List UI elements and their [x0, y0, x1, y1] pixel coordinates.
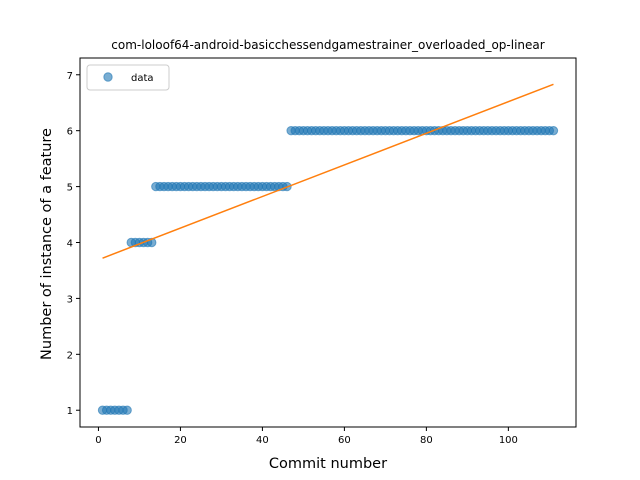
y-tick-label: 6 — [67, 127, 73, 138]
data-point — [122, 405, 132, 415]
x-tick-label: 60 — [338, 435, 351, 446]
x-tick-label: 0 — [95, 435, 101, 446]
y-tick-label: 2 — [67, 350, 73, 361]
chart-title: com-loloof64-android-basicchessendgamest… — [111, 38, 544, 52]
axes: 0 20 40 60 80 100 1 2 3 4 5 6 7 — [67, 57, 577, 446]
legend: data — [86, 64, 170, 91]
legend-label: data — [131, 73, 154, 84]
y-tick-label: 4 — [67, 239, 73, 250]
y-tick-label: 1 — [67, 406, 73, 417]
y-tick-label: 5 — [67, 183, 73, 194]
x-axis-label: Commit number — [269, 456, 387, 472]
y-tick-label: 7 — [67, 71, 73, 82]
y-axis-label: Number of instance of a feature — [39, 128, 55, 360]
fit-line — [102, 83, 554, 259]
x-tick-label: 80 — [420, 435, 433, 446]
y-tick-label: 3 — [67, 294, 73, 305]
x-tick-label: 20 — [174, 435, 187, 446]
x-tick-label: 40 — [256, 435, 269, 446]
data-point — [548, 125, 559, 136]
plot-area — [97, 83, 559, 415]
x-tick-label: 100 — [499, 435, 518, 446]
legend-box — [86, 64, 170, 91]
legend-marker — [103, 72, 113, 82]
